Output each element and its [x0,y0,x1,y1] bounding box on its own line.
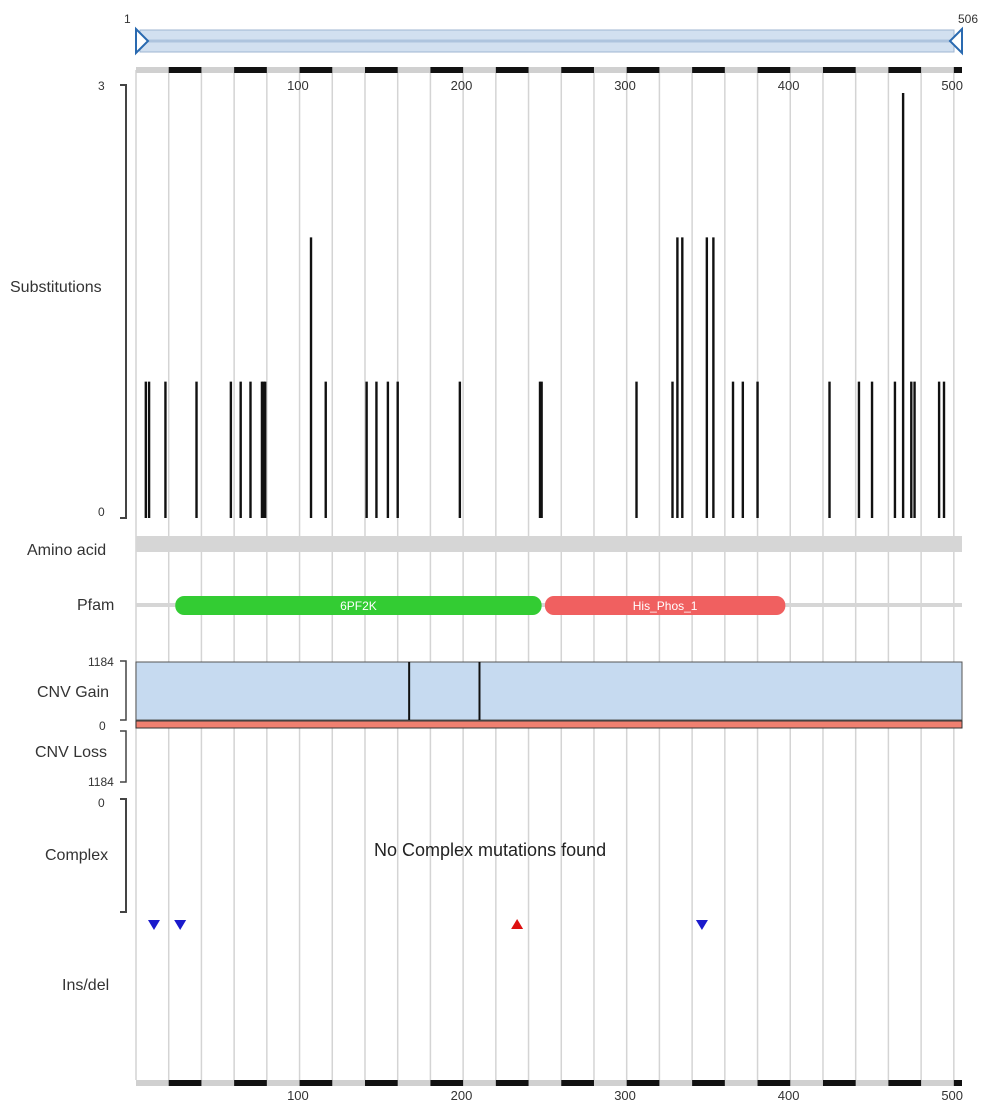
cnv-gain-block [135,661,963,721]
top-axis-tick-label: 500 [941,78,963,93]
top-axis-tick-label: 400 [778,78,800,93]
complex-y-label: 0 [98,796,105,810]
cnv-gain-max-label: 1184 [88,655,114,669]
substitutions-track-label: Substitutions [10,279,102,296]
bottom-axis-tick-label: 400 [778,1088,800,1103]
insertion-marker [511,919,524,929]
amino-acid-track-label: Amino acid [27,542,107,559]
cnv-gain-axis [120,660,127,721]
bottom-axis-tick-label: 200 [451,1088,473,1103]
substitutions-y-min-label: 0 [98,505,105,519]
cnv-zero-label: 0 [99,719,106,733]
cnv-gain-track-label: CNV Gain [37,684,110,701]
pfam-domain-2 [544,596,786,615]
zoom-start-handle [135,26,150,56]
insdel-track-label: Ins/del [62,977,110,994]
zoom-end-handle [948,26,963,56]
pfam-track-label: Pfam [77,597,115,614]
pfam-domain-label: His_Phos_1 [633,599,698,613]
deletion-marker [695,920,708,930]
top-axis-tick-label: 300 [614,78,636,93]
pfam-domain-1 [175,596,542,615]
top-axis-tick-label: 100 [287,78,309,93]
cnv-loss-axis [120,730,127,783]
amino-acid-track [136,536,962,552]
complex-y-axis [120,798,127,913]
substitutions-y-max-label: 3 [98,79,105,93]
top-axis-tick-label: 200 [451,78,473,93]
zoom-end-label: 506 [958,12,979,26]
complex-track-label: Complex [45,847,109,864]
deletion-marker [174,920,187,930]
bottom-axis-tick-label: 100 [287,1088,309,1103]
no-complex-message: No Complex mutations found [374,840,607,860]
cnv-loss-track-label: CNV Loss [35,744,108,761]
zoom-start-label: 1 [124,12,131,26]
bottom-axis-tick-label: 500 [941,1088,963,1103]
pfam-domain-label: 6PF2K [340,599,377,613]
cnv-loss-strip [135,720,963,729]
substitutions-y-axis [120,84,127,519]
cnv-loss-max-label: 1184 [88,775,114,789]
bottom-axis-tick-label: 300 [614,1088,636,1103]
deletion-marker [147,920,160,930]
